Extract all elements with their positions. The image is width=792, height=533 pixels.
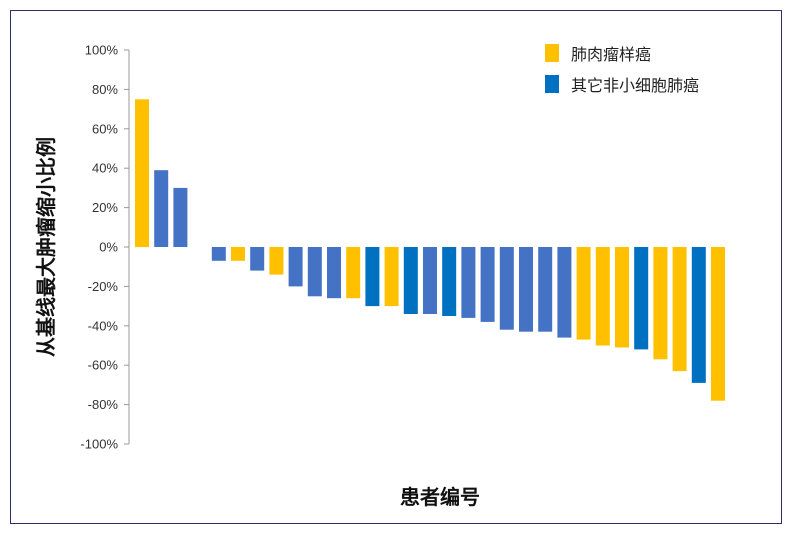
bar-30 bbox=[691, 247, 706, 383]
y-tick-label: 0% bbox=[99, 240, 118, 255]
y-tick-label: -40% bbox=[88, 318, 119, 333]
bar-1 bbox=[135, 99, 149, 248]
legend-label-sarcomatoid: 肺肉瘤样癌 bbox=[571, 45, 651, 64]
bar-14 bbox=[384, 247, 399, 307]
bar-7 bbox=[250, 247, 265, 271]
y-axis-title: 从基线最大肿瘤缩小比例 bbox=[34, 137, 58, 357]
bar-21 bbox=[519, 247, 533, 332]
bar-13 bbox=[365, 247, 380, 307]
y-tick-label: 20% bbox=[92, 200, 118, 215]
y-tick-label: -60% bbox=[88, 358, 119, 373]
legend: 肺肉瘤样癌 其它非小细胞肺癌 bbox=[545, 44, 699, 95]
bar-12 bbox=[346, 247, 361, 299]
bar-23 bbox=[557, 247, 572, 338]
bar-20 bbox=[499, 247, 514, 330]
bar-9 bbox=[288, 247, 303, 287]
bar-22 bbox=[538, 247, 553, 332]
bar-19 bbox=[480, 247, 495, 322]
x-axis-title: 患者编号 bbox=[400, 485, 480, 509]
bar-25 bbox=[595, 247, 610, 346]
bar-24 bbox=[576, 247, 591, 340]
y-axis-ticks: 100% 80% 60% 40% 20% 0% -20% -40% -60% -80% -100% bbox=[80, 43, 129, 452]
y-tick-label: 60% bbox=[92, 121, 118, 136]
bar-26 bbox=[615, 247, 629, 348]
y-tick-label: 80% bbox=[92, 82, 118, 97]
bar-16 bbox=[423, 247, 437, 314]
bar-28 bbox=[653, 247, 668, 360]
bar-31 bbox=[711, 247, 725, 401]
bar-10 bbox=[307, 247, 322, 297]
bar-18 bbox=[461, 247, 476, 318]
bar-27 bbox=[634, 247, 649, 350]
bar-29 bbox=[672, 247, 687, 372]
y-tick-label: -80% bbox=[88, 397, 119, 412]
bar-3 bbox=[173, 187, 188, 247]
bar-8 bbox=[269, 247, 284, 275]
bar-17 bbox=[442, 247, 457, 316]
y-tick-label: 40% bbox=[92, 161, 118, 176]
bar-11 bbox=[327, 247, 341, 299]
legend-swatch-other-nsclc bbox=[545, 75, 559, 93]
bars-group bbox=[135, 99, 725, 401]
bar-6 bbox=[231, 247, 245, 261]
bar-5 bbox=[211, 247, 226, 261]
bar-15 bbox=[403, 247, 418, 314]
bar-2 bbox=[154, 170, 169, 247]
legend-label-other-nsclc: 其它非小细胞肺癌 bbox=[571, 76, 699, 95]
y-tick-label: 100% bbox=[85, 43, 119, 58]
legend-swatch-sarcomatoid bbox=[545, 44, 559, 62]
y-tick-label: -100% bbox=[80, 437, 118, 452]
y-tick-label: -20% bbox=[88, 279, 119, 294]
